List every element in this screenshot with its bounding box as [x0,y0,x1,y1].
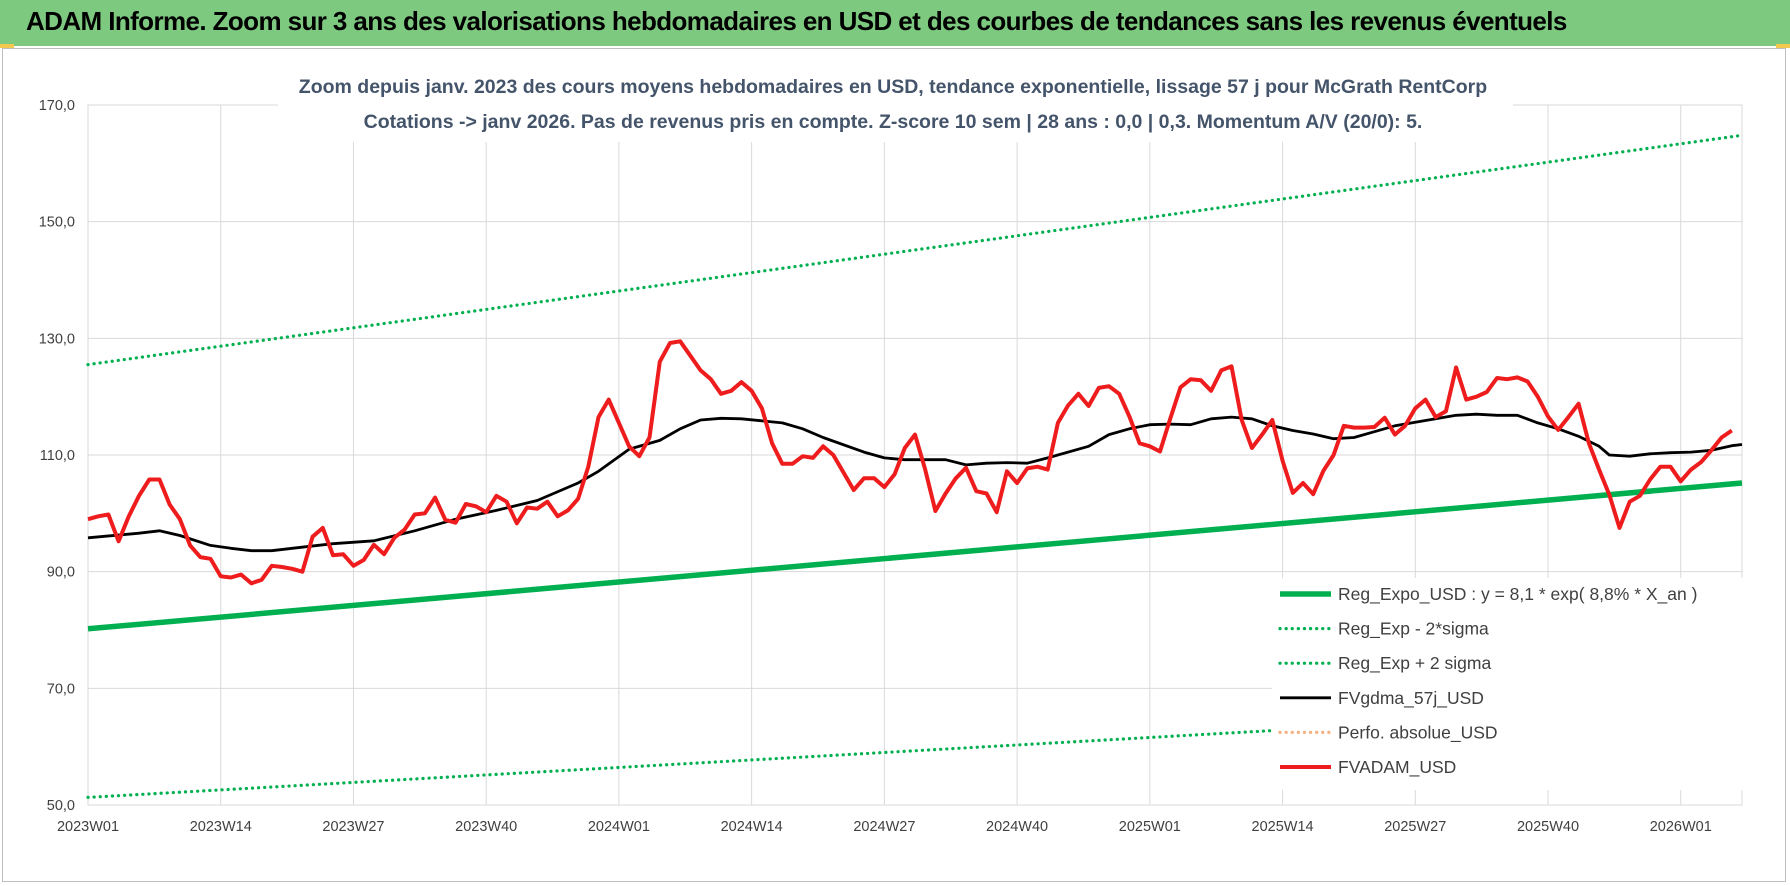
x-tick-label: 2025W27 [1384,819,1446,835]
x-tick-label: 2023W40 [455,819,517,835]
x-tick-label: 2024W40 [986,819,1048,835]
y-tick-label: 50,0 [47,798,75,814]
x-tick-label: 2024W01 [588,819,650,835]
legend-label-1: Reg_Exp - 2*sigma [1338,619,1489,640]
legend-label-2: Reg_Exp + 2 sigma [1338,653,1491,674]
x-tick-label: 2025W01 [1119,819,1181,835]
x-tick-label: 2024W14 [721,819,783,835]
legend-label-5: FVADAM_USD [1338,757,1456,778]
series-line-1 [86,702,1744,800]
legend-label-0: Reg_Expo_USD : y = 8,1 * exp( 8,8% * X_a… [1338,584,1697,605]
chart-frame [2,48,1786,882]
legend-background [1272,578,1744,790]
chart-title-line-2: Cotations -> janv 2026. Pas de revenus p… [364,111,1423,133]
legend: Reg_Expo_USD : y = 8,1 * exp( 8,8% * X_a… [1272,578,1744,790]
legend-label-4: Perfo. absolue_USD [1338,722,1498,743]
y-tick-label: 110,0 [40,448,75,464]
y-tick-label: 170,0 [39,98,75,114]
title-background [278,68,1513,142]
x-tick-label: 2023W27 [322,819,384,835]
header-title: ADAM Informe. Zoom sur 3 ans des valoris… [26,6,1567,36]
x-tick-label: 2026W01 [1650,819,1712,835]
series-line-2 [86,133,1744,367]
x-tick-label: 2025W40 [1517,819,1579,835]
y-tick-label: 90,0 [47,565,75,581]
y-tick-label: 130,0 [39,331,75,347]
x-tick-label: 2024W27 [853,819,915,835]
accent-left [0,44,14,48]
series-line-3 [87,412,1743,553]
series-layer [86,133,1744,800]
series-line-0 [87,480,1743,632]
x-tick-label: 2025W14 [1252,819,1314,835]
y-tick-label: 150,0 [39,215,75,231]
x-tick-label: 2023W14 [190,819,252,835]
y-tick-label: 70,0 [47,681,75,697]
header-bar: ADAM Informe. Zoom sur 3 ans des valoris… [0,0,1790,46]
legend-label-3: FVgdma_57j_USD [1338,688,1484,709]
x-axis-ticks: 2023W01 2023W14 2023W27 2023W40 2024W01 2024W… [57,819,1712,835]
y-axis-ticks: 50,0 70,0 90,0 110,0 130,0 150,0 170,0 [39,98,75,814]
accent-right [1776,44,1790,48]
series-line-5 [87,339,1733,586]
chart-title-line-1: Zoom depuis janv. 2023 des cours moyens … [299,76,1487,98]
x-tick-label: 2023W01 [57,819,119,835]
